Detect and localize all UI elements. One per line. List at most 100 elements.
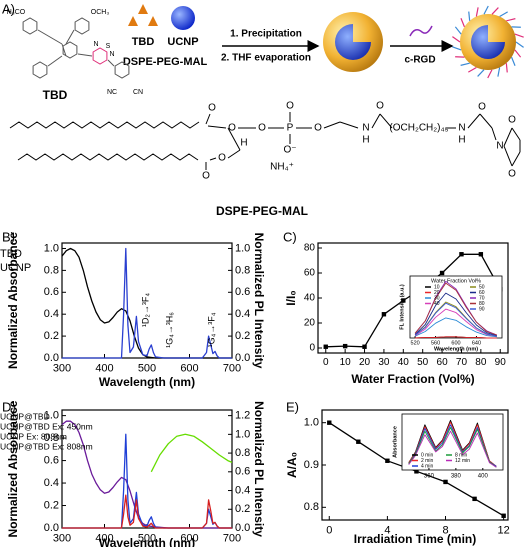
bond (339, 121, 359, 129)
bond (503, 145, 513, 167)
y-tick-label: 60 (304, 268, 316, 279)
ligand (505, 63, 508, 73)
marker (414, 469, 419, 474)
panel-label: B) (2, 229, 15, 244)
atom-label: O (508, 169, 516, 180)
x-tick-label: 80 (475, 357, 487, 368)
plot-area (61, 242, 233, 359)
y-tick-label: 0 (309, 343, 315, 354)
chart: 300 400 500 600 7000.00.20.40.60.81.00.00.20… (0, 229, 266, 389)
x-axis-label: Wavelength (nm) (99, 375, 195, 389)
atom-label: H (362, 135, 369, 146)
legend-label: UCNP@TBD Ex: 808nm (0, 441, 93, 451)
x-tick-label: 300 (53, 532, 71, 544)
y-tick-label: 0.9 (304, 459, 319, 471)
legend-label: 30 (434, 295, 440, 301)
nanoparticle-core (335, 24, 371, 60)
atom-label: O (202, 171, 210, 182)
y-axis-label: Absorbance (392, 426, 398, 458)
bond (491, 127, 497, 141)
component-label: DSPE-PEG-MAL (123, 56, 208, 68)
atom-label: N (362, 123, 369, 134)
step-label: 1. Precipitation (230, 29, 302, 40)
x-tick-label: 700 (223, 532, 241, 544)
series-line (62, 247, 232, 359)
legend-label: 2 min (421, 458, 433, 464)
ligand (468, 66, 477, 73)
bond (47, 55, 63, 67)
ligand (497, 67, 501, 77)
ligand (491, 7, 499, 15)
y2-tick-label: 0.8 (235, 264, 250, 276)
scheme: A) TBD UCNP DSPE-PEG-MAL 1. Precipitatio… (2, 1, 524, 218)
bond (77, 53, 93, 57)
ligand (483, 5, 489, 15)
annotation: ¹G₄→³F₄ (206, 312, 216, 347)
y-tick-label: 0.4 (44, 477, 59, 489)
atom-label: O (258, 123, 266, 134)
panel-label: D) (2, 399, 16, 414)
component-label: TBD (132, 36, 155, 48)
marker (362, 344, 367, 349)
ring (32, 61, 48, 79)
marker (501, 513, 506, 518)
x-tick-label: 8 (442, 524, 448, 536)
bond (227, 149, 241, 159)
bond (503, 127, 513, 147)
legend-label: TBD (0, 248, 22, 260)
y-tick-label: 0.0 (44, 522, 59, 534)
y-tick-label: 0.0 (44, 352, 59, 364)
series-line (150, 433, 233, 473)
bond (511, 127, 521, 141)
legend-label: UCNP@TBD Ex: 450nm (0, 421, 93, 431)
panel-label: A) (2, 1, 15, 16)
legend-label: 60 (479, 290, 485, 296)
ligand (506, 18, 516, 22)
atom-label: H₃CO (7, 9, 26, 16)
x-tick-label: 10 (340, 357, 352, 368)
atom-label: O (508, 115, 516, 126)
y-tick-label: 1.0 (304, 417, 319, 429)
series-line (414, 282, 498, 336)
y-tick-label: 0.6 (44, 286, 59, 298)
bond (61, 43, 67, 57)
marker (385, 458, 390, 463)
alkyl-chain (17, 153, 199, 161)
x-tick-label: 300 (53, 362, 71, 374)
ligand (460, 62, 470, 66)
x-tick-label: 400 (95, 362, 113, 374)
bond (107, 59, 115, 67)
x-tick-label: 700 (223, 362, 241, 374)
y-axis-label: I/I₀ (284, 290, 298, 305)
series-line (62, 494, 232, 529)
ligand (452, 46, 462, 51)
x-tick-label: 12 (498, 524, 510, 536)
bond (209, 157, 217, 161)
x-tick-label: 20 (359, 357, 371, 368)
y-tick-label: 20 (304, 318, 316, 329)
atom-label: O (208, 103, 216, 114)
x-axis-label: Water Fraction (Vol%) (351, 372, 474, 386)
ring (114, 61, 130, 79)
y2-tick-label: 1.2 (235, 410, 250, 422)
alkyl-chain (9, 121, 200, 129)
y2-tick-label: 0.2 (235, 503, 250, 515)
ring (22, 17, 38, 35)
component-label: UCNP (167, 36, 198, 48)
legend-label: 10 (434, 284, 440, 290)
x-axis-label: Wavelength (nm) (434, 346, 478, 352)
x-tick-label: 30 (378, 357, 390, 368)
legend-label: 20 (434, 290, 440, 296)
y-tick-label: 0.8 (304, 501, 319, 513)
y-tick-label: 0.4 (44, 308, 59, 320)
y-tick-label: 40 (304, 293, 316, 304)
y-tick-label: 1.0 (44, 410, 59, 422)
atom-label: N (496, 141, 503, 152)
x-tick-label: 50 (417, 357, 429, 368)
y-tick-label: 0.2 (44, 499, 59, 511)
atom-label: H (458, 135, 465, 146)
x-tick-label: 600 (180, 532, 198, 544)
annotation: ¹G₄→³H₆ (164, 312, 174, 348)
